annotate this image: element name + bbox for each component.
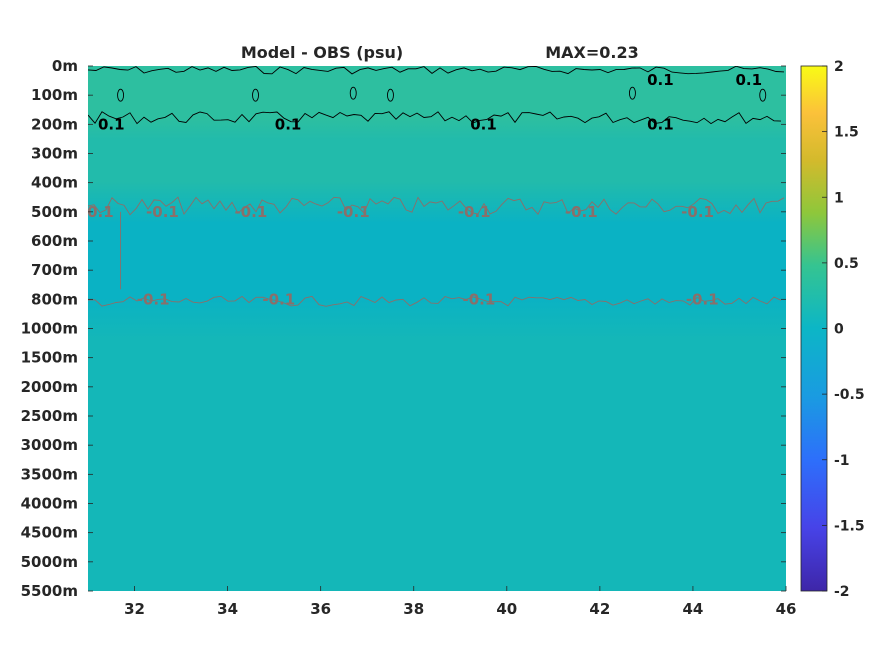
contour-label: -0.1	[458, 203, 491, 221]
contour-blob	[387, 88, 394, 102]
x-tick-label: 36	[310, 600, 331, 618]
y-tick-label: 3500m	[21, 465, 78, 483]
contour-label: -0.1	[565, 203, 598, 221]
y-tick-label: 4500m	[21, 524, 78, 542]
x-tick-label: 40	[496, 600, 517, 618]
y-tick-label: 5000m	[21, 553, 78, 571]
contour-label: -0.1	[146, 203, 179, 221]
y-tick-label: 5500m	[21, 582, 78, 600]
colorbar-tick-label: -1	[834, 453, 850, 469]
contour-label: -0.1	[686, 290, 719, 308]
colorbar-tick-label: -1.5	[834, 518, 865, 534]
y-tick-label: 200m	[31, 115, 78, 133]
contour-label: 0.1	[98, 115, 125, 133]
colorbar-tick-label: -2	[834, 584, 850, 600]
y-tick-label: 400m	[31, 174, 78, 192]
x-tick-label: 44	[682, 600, 703, 618]
contour-line	[88, 66, 785, 75]
colorbar-tick-label: 0.5	[834, 256, 859, 272]
contour-blob	[252, 88, 259, 102]
y-tick-label: 700m	[31, 261, 78, 279]
chart-title: Model - OBS (psu)	[241, 43, 403, 62]
contour-line	[88, 196, 785, 216]
contour-blob	[349, 86, 357, 100]
contour-lines	[88, 66, 785, 307]
contour-label: 0.1	[470, 115, 497, 133]
y-tick-label: 0m	[52, 57, 78, 75]
heatmap-field	[88, 66, 786, 591]
colorbar-ticks: 2 1.5 1 0.5 0 -0.5 -1 -1.5 -2	[822, 59, 865, 600]
plot-area: 0.1 0.1 0.1 0.1 0.1 0.1 -0.1 -0.1 -0.1 -0.1 -0.1 -0…	[81, 66, 786, 591]
y-tick-label: 2000m	[21, 378, 78, 396]
y-tick-label: 4000m	[21, 495, 78, 513]
y-tick-label: 600m	[31, 232, 78, 250]
x-tick-label: 32	[124, 600, 145, 618]
x-tick-label: 34	[217, 600, 238, 618]
contour-blob	[628, 86, 636, 100]
colorbar: 2 1.5 1 0.5 0 -0.5 -1 -1.5 -2	[800, 59, 865, 600]
y-tick-label: 2500m	[21, 407, 78, 425]
colorbar-tick-label: 2	[834, 59, 844, 75]
contour-labels: 0.1 0.1 0.1 0.1 0.1 0.1 -0.1 -0.1 -0.1 -0.1 -0.1 -0…	[81, 71, 762, 308]
y-tick-label: 500m	[31, 203, 78, 221]
contour-label: -0.1	[262, 290, 295, 308]
colorbar-tick-label: 1.5	[834, 125, 859, 141]
x-axis: 32 34 36 38 40 42 44 46	[124, 586, 796, 618]
contour-label: -0.1	[337, 203, 370, 221]
contour-label: 0.1	[275, 115, 302, 133]
y-tick-label: 3000m	[21, 436, 78, 454]
colorbar-tick-label: 0	[834, 322, 844, 338]
contour-label: -0.1	[234, 203, 267, 221]
y-tick-label: 1500m	[21, 349, 78, 367]
y-tick-label: 1000m	[21, 320, 78, 338]
contour-line	[88, 111, 782, 125]
contour-label: 0.1	[647, 115, 674, 133]
colorbar-tick-label: -0.5	[834, 387, 865, 403]
contour-label: -0.1	[81, 203, 114, 221]
contour-line	[88, 295, 782, 307]
contour-label: -0.1	[137, 290, 170, 308]
y-axis: 0m 100m 200m 300m 400m 500m 600m 700m 800m 1000m 1…	[21, 57, 786, 600]
x-tick-label: 46	[776, 600, 797, 618]
y-tick-label: 800m	[31, 290, 78, 308]
contour-label: -0.1	[462, 290, 495, 308]
contour-label: 0.1	[647, 71, 674, 89]
x-tick-label: 38	[403, 600, 424, 618]
y-tick-label: 100m	[31, 86, 78, 104]
contour-blob	[117, 88, 125, 102]
max-annotation: MAX=0.23	[545, 43, 639, 62]
contour-blob	[759, 88, 767, 102]
contour-label: 0.1	[735, 71, 762, 89]
colorbar-tick-label: 1	[834, 190, 844, 206]
y-tick-label: 300m	[31, 145, 78, 163]
contour-label: -0.1	[681, 203, 714, 221]
x-tick-label: 42	[589, 600, 610, 618]
